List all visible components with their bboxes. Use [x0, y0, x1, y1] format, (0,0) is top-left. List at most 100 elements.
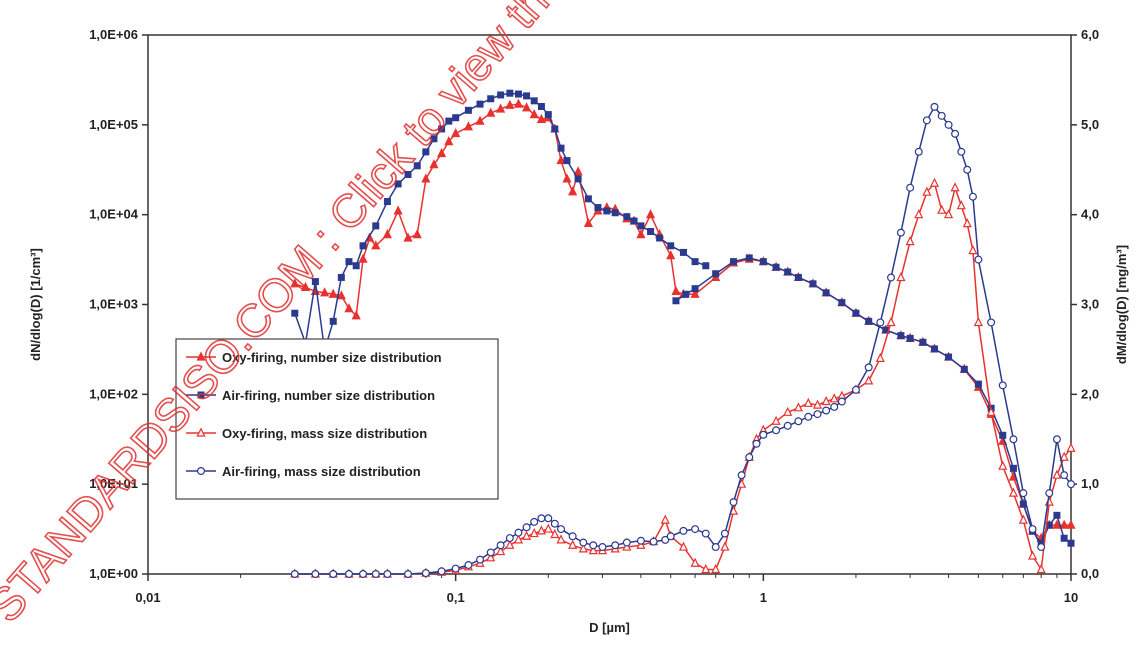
- y-right-tick-label: 5,0: [1081, 117, 1099, 132]
- data-point: [864, 363, 873, 372]
- data-point: [720, 529, 729, 538]
- data-point: [588, 545, 598, 555]
- data-point: [530, 517, 539, 526]
- axes: 0,01 0,1 1 10 1,0E+00 1,0E+01 1,0E+02 1,0E+03 1,…: [89, 27, 1099, 605]
- data-point: [671, 285, 681, 295]
- data-point: [679, 526, 688, 535]
- data-point: [329, 569, 338, 578]
- data-point: [529, 528, 539, 538]
- data-point: [737, 471, 746, 480]
- data-point: [919, 338, 927, 346]
- data-point: [476, 100, 484, 108]
- data-point: [438, 125, 446, 133]
- data-point: [875, 352, 885, 362]
- data-point: [999, 431, 1007, 439]
- data-point: [393, 205, 403, 215]
- data-point: [598, 543, 607, 552]
- data-point: [1045, 489, 1054, 498]
- data-point: [729, 498, 738, 507]
- data-point: [1044, 496, 1054, 506]
- data-point: [887, 273, 896, 282]
- data-point: [329, 317, 337, 325]
- data-point: [382, 229, 392, 239]
- legend-entry-label: Air-firing, mass size distribution: [222, 464, 421, 479]
- y-left-tick-label: 1,0E+05: [89, 117, 138, 132]
- data-point: [574, 175, 582, 183]
- data-point: [351, 310, 361, 320]
- data-point: [311, 569, 320, 578]
- data-point: [1066, 442, 1076, 452]
- y-right-tick-label: 3,0: [1081, 297, 1099, 312]
- data-point: [1066, 519, 1076, 529]
- legend-entry-label: Air-firing, number size distribution: [222, 388, 435, 403]
- legend-entry-label: Oxy-firing, mass size distribution: [222, 426, 427, 441]
- data-point: [505, 99, 515, 109]
- data-point: [452, 114, 460, 122]
- data-point: [852, 309, 860, 317]
- data-point: [291, 309, 299, 317]
- data-point: [475, 115, 485, 125]
- data-point: [636, 536, 645, 545]
- data-point: [974, 255, 983, 264]
- data-point: [320, 287, 330, 297]
- data-point: [372, 222, 380, 230]
- data-point: [998, 460, 1008, 470]
- data-point: [793, 402, 803, 412]
- data-point: [300, 281, 311, 292]
- data-point: [556, 155, 566, 165]
- data-point: [529, 109, 539, 119]
- data-point: [998, 381, 1007, 390]
- data-point: [896, 272, 906, 282]
- data-point: [973, 316, 983, 327]
- data-point: [345, 258, 353, 266]
- data-point: [929, 177, 940, 187]
- data-point: [513, 98, 524, 108]
- data-point: [821, 395, 831, 406]
- legend-swatch-marker: [197, 467, 206, 476]
- data-point: [771, 415, 781, 425]
- data-point: [344, 569, 353, 578]
- y-left-tick-label: 1,0E+01: [89, 476, 138, 491]
- data-point: [358, 253, 368, 263]
- data-point: [944, 120, 953, 129]
- legend-swatch-marker: [197, 391, 205, 399]
- data-point: [957, 147, 966, 156]
- x-tick-label: 1: [760, 590, 767, 605]
- data-point: [679, 248, 687, 256]
- data-point: [544, 514, 553, 523]
- y-left-tick-label: 1,0E+02: [89, 386, 138, 401]
- data-point: [611, 541, 620, 550]
- data-point: [583, 217, 593, 227]
- data-point: [422, 148, 430, 156]
- data-point: [876, 318, 885, 327]
- data-point: [537, 102, 545, 110]
- data-point: [645, 209, 656, 219]
- data-point: [830, 402, 839, 411]
- y-right-tick-label: 2,0: [1081, 386, 1099, 401]
- data-point: [838, 299, 846, 307]
- data-point: [1036, 563, 1046, 574]
- data-point: [412, 229, 422, 239]
- data-point: [556, 534, 566, 544]
- data-point: [514, 90, 522, 98]
- data-point: [702, 262, 710, 270]
- data-point: [963, 165, 972, 174]
- data-point: [1009, 464, 1017, 472]
- data-point: [464, 106, 472, 114]
- data-point: [772, 426, 781, 435]
- data-point: [804, 412, 813, 421]
- data-point: [701, 529, 710, 538]
- data-point: [666, 250, 676, 260]
- data-point: [337, 273, 345, 281]
- data-point: [371, 569, 380, 578]
- data-point: [783, 406, 793, 416]
- series-line: [294, 92, 707, 351]
- series-4: [290, 102, 1075, 578]
- data-point: [551, 125, 559, 133]
- data-point: [937, 204, 947, 214]
- legend-entry-label: Oxy-firing, number size distribution: [222, 350, 442, 365]
- data-point: [772, 263, 780, 271]
- data-point: [487, 95, 495, 103]
- data-point: [691, 285, 699, 293]
